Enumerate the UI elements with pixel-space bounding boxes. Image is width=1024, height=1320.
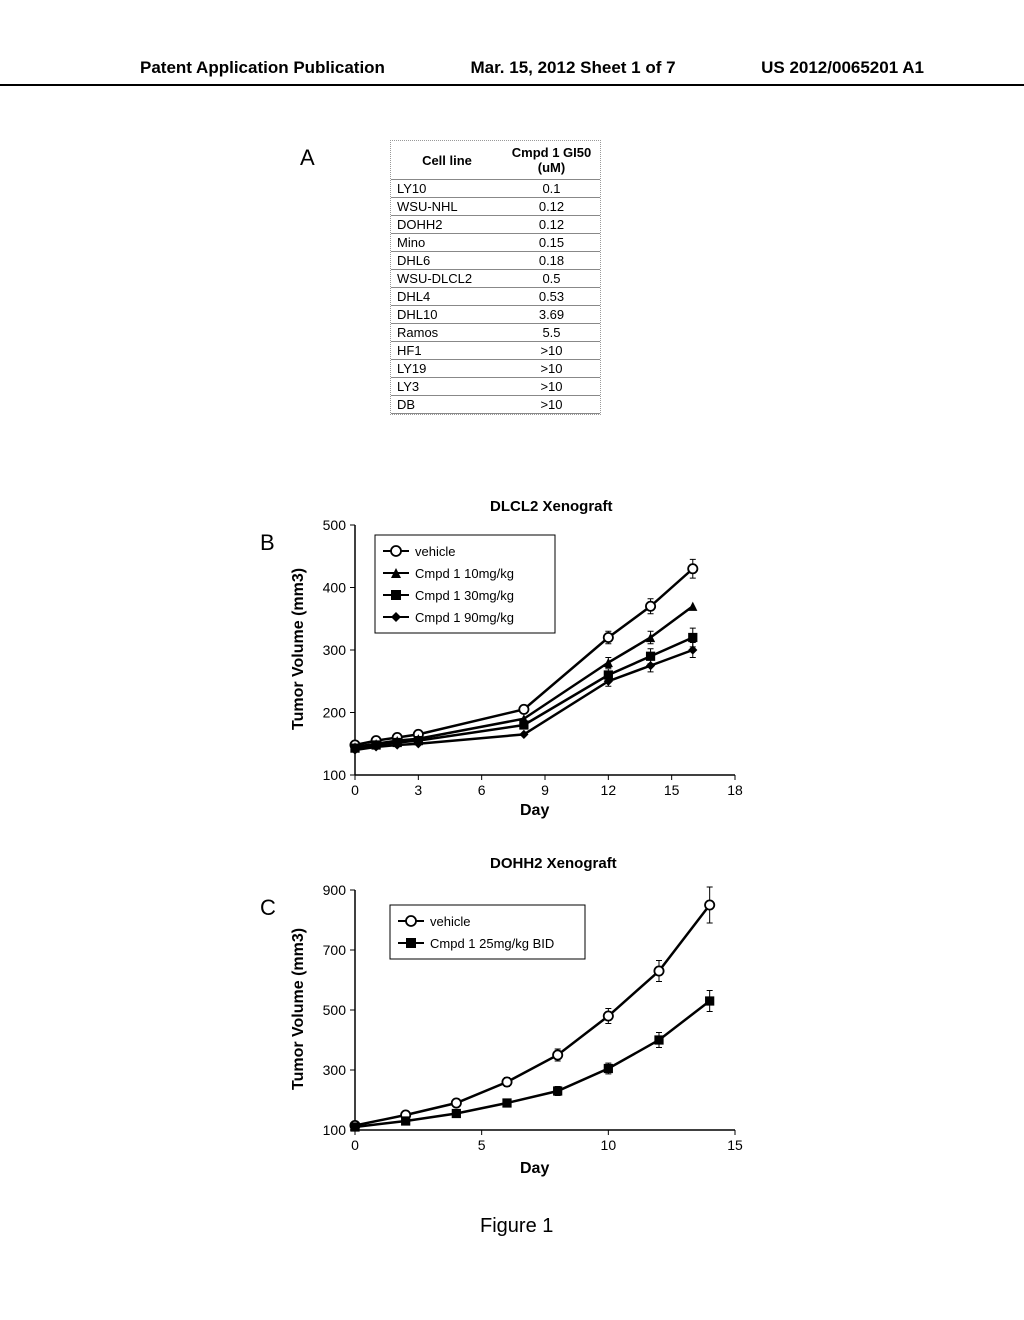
svg-text:18: 18 [727, 782, 743, 798]
table-row: Mino0.15 [391, 234, 600, 252]
cell-line-value: >10 [503, 342, 600, 360]
chart-b: 100 200 300 400 500 0 3 6 9 12 15 18 vehicle Cmpd 1 1… [300, 510, 760, 810]
table-row: DHL40.53 [391, 288, 600, 306]
cell-line-name: DHL10 [391, 306, 503, 324]
svg-text:10: 10 [601, 1137, 617, 1153]
svg-text:15: 15 [727, 1137, 743, 1153]
svg-text:100: 100 [323, 767, 347, 783]
svg-text:5: 5 [478, 1137, 486, 1153]
cell-line-value: >10 [503, 360, 600, 378]
cell-line-name: LY19 [391, 360, 503, 378]
svg-text:Cmpd 1 25mg/kg BID: Cmpd 1 25mg/kg BID [430, 936, 554, 951]
figure-caption: Figure 1 [480, 1215, 553, 1238]
svg-text:200: 200 [323, 705, 347, 721]
cell-line-value: >10 [503, 378, 600, 396]
table-row: WSU-DLCL20.5 [391, 270, 600, 288]
chart-c-title: DOHH2 Xenograft [490, 855, 617, 872]
cell-line-value: 0.18 [503, 252, 600, 270]
svg-text:300: 300 [323, 642, 347, 658]
header-center: Mar. 15, 2012 Sheet 1 of 7 [471, 58, 676, 78]
cell-line-value: 0.53 [503, 288, 600, 306]
table-row: WSU-NHL0.12 [391, 198, 600, 216]
table-row: DHL103.69 [391, 306, 600, 324]
svg-text:vehicle: vehicle [430, 914, 470, 929]
panel-c-label: C [260, 895, 276, 921]
svg-text:Cmpd 1 10mg/kg: Cmpd 1 10mg/kg [415, 566, 514, 581]
svg-text:900: 900 [323, 882, 347, 898]
svg-text:500: 500 [323, 1002, 347, 1018]
table-header-cell-line: Cell line [391, 141, 503, 180]
cell-line-value: 0.5 [503, 270, 600, 288]
svg-text:Cmpd 1 30mg/kg: Cmpd 1 30mg/kg [415, 588, 514, 603]
cell-line-name: DOHH2 [391, 216, 503, 234]
table-row: LY3>10 [391, 378, 600, 396]
cell-line-name: LY3 [391, 378, 503, 396]
header-right: US 2012/0065201 A1 [761, 58, 924, 78]
table-row: DB>10 [391, 396, 600, 414]
table-row: LY100.1 [391, 180, 600, 198]
page-header: Patent Application Publication Mar. 15, … [0, 58, 1024, 86]
table-header-gi50: Cmpd 1 GI50 (uM) [503, 141, 600, 180]
cell-line-value: 0.15 [503, 234, 600, 252]
cell-line-value: 0.1 [503, 180, 600, 198]
svg-text:400: 400 [323, 580, 347, 596]
panel-a-label: A [300, 145, 315, 171]
svg-text:vehicle: vehicle [415, 544, 455, 559]
table-row: LY19>10 [391, 360, 600, 378]
cell-line-name: Mino [391, 234, 503, 252]
cell-line-value: 0.12 [503, 216, 600, 234]
cell-line-name: WSU-NHL [391, 198, 503, 216]
cell-line-value: >10 [503, 396, 600, 414]
cell-line-name: DHL4 [391, 288, 503, 306]
svg-text:6: 6 [478, 782, 486, 798]
cell-line-name: WSU-DLCL2 [391, 270, 503, 288]
cell-line-value: 5.5 [503, 324, 600, 342]
cell-line-name: DHL6 [391, 252, 503, 270]
svg-text:12: 12 [601, 782, 617, 798]
cell-line-name: LY10 [391, 180, 503, 198]
table-row: DHL60.18 [391, 252, 600, 270]
cell-line-value: 3.69 [503, 306, 600, 324]
cell-line-name: DB [391, 396, 503, 414]
chart-c: 100 300 500 700 900 0 5 10 15 vehicle Cmpd 1 25mg/… [300, 875, 760, 1165]
table-row: Ramos5.5 [391, 324, 600, 342]
cell-line-name: Ramos [391, 324, 503, 342]
cell-line-value: 0.12 [503, 198, 600, 216]
chart-c-xlabel: Day [520, 1160, 549, 1178]
chart-b-xlabel: Day [520, 802, 549, 820]
cell-line-name: HF1 [391, 342, 503, 360]
svg-text:300: 300 [323, 1062, 347, 1078]
svg-text:3: 3 [414, 782, 422, 798]
page: Patent Application Publication Mar. 15, … [0, 0, 1024, 1320]
panel-a-table: Cell line Cmpd 1 GI50 (uM) LY100.1WSU-NH… [390, 140, 601, 415]
svg-text:9: 9 [541, 782, 549, 798]
header-left: Patent Application Publication [140, 58, 385, 78]
table-row: HF1>10 [391, 342, 600, 360]
svg-text:0: 0 [351, 1137, 359, 1153]
table-row: DOHH20.12 [391, 216, 600, 234]
panel-b-label: B [260, 530, 275, 556]
svg-text:100: 100 [323, 1122, 347, 1138]
svg-text:500: 500 [323, 517, 347, 533]
svg-text:15: 15 [664, 782, 680, 798]
svg-text:700: 700 [323, 942, 347, 958]
svg-text:0: 0 [351, 782, 359, 798]
svg-text:Cmpd 1 90mg/kg: Cmpd 1 90mg/kg [415, 610, 514, 625]
